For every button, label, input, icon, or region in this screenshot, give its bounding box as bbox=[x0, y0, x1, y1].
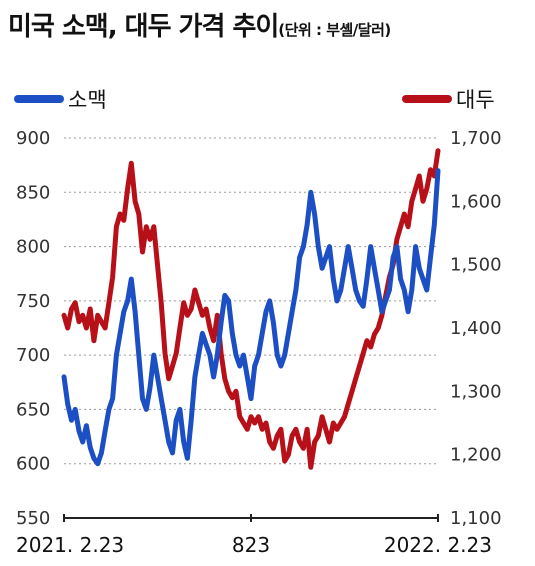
x-axis-tick-label: 2022. 2.23 bbox=[384, 533, 492, 557]
right-axis-tick-label: 1,600 bbox=[450, 191, 502, 212]
chart-title: 미국 소맥, 대두 가격 추이(단위 : 부셸/달러) bbox=[8, 6, 391, 43]
x-axis-tick-label: 2021. 2.23 bbox=[16, 533, 124, 557]
left-axis-tick-label: 700 bbox=[16, 345, 50, 366]
right-axis-tick-label: 1,200 bbox=[450, 445, 502, 466]
right-axis-tick-label: 1,500 bbox=[450, 255, 502, 276]
chart-title-main: 미국 소맥, 대두 가격 추이 bbox=[8, 12, 279, 42]
legend-wheat-label: 소맥 bbox=[68, 88, 107, 112]
right-axis-tick-label: 1,700 bbox=[450, 128, 502, 149]
series-line-wheat bbox=[61, 168, 441, 467]
left-axis-tick-label: 750 bbox=[16, 291, 50, 312]
legend-soybean-swatch bbox=[402, 95, 452, 103]
left-axis-tick-label: 600 bbox=[16, 454, 50, 475]
right-axis-tick-label: 1,400 bbox=[450, 318, 502, 339]
left-axis-tick-label: 850 bbox=[16, 182, 50, 203]
legend-soybean: 대두 bbox=[402, 84, 495, 114]
legend-soybean-label: 대두 bbox=[456, 88, 495, 112]
left-axis-tick-label: 900 bbox=[16, 128, 50, 149]
chart-unit: (단위 : 부셸/달러) bbox=[278, 21, 391, 39]
x-axis-tick-label: 823 bbox=[232, 533, 270, 557]
right-axis-tick-label: 1,100 bbox=[450, 508, 502, 529]
legend-wheat: 소맥 bbox=[14, 84, 107, 114]
series-line-soybean bbox=[61, 148, 441, 470]
legend-wheat-swatch bbox=[14, 95, 64, 103]
left-axis-tick-label: 800 bbox=[16, 237, 50, 258]
left-axis-tick-label: 650 bbox=[16, 399, 50, 420]
left-axis-tick-label: 550 bbox=[16, 508, 50, 529]
right-axis-tick-label: 1,300 bbox=[450, 381, 502, 402]
